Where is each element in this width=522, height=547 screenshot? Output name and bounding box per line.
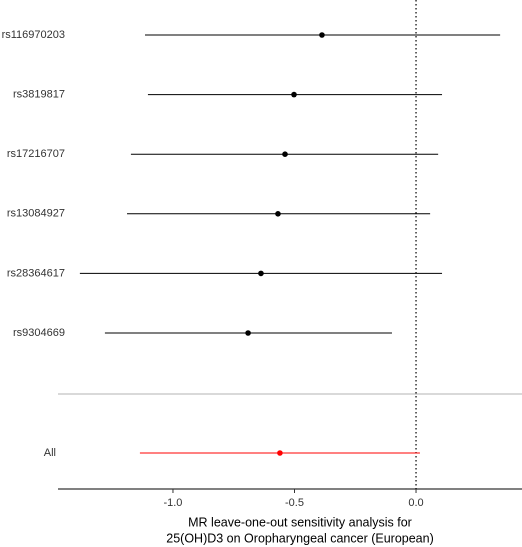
- x-tick-label: 0.0: [408, 497, 423, 509]
- point: [319, 32, 325, 38]
- y-tick-label: rs116970203: [2, 29, 65, 41]
- y-tick-label: rs9304669: [13, 327, 65, 339]
- point: [277, 450, 283, 456]
- point: [258, 270, 264, 277]
- point: [282, 151, 288, 157]
- y-tick-label: rs3819817: [13, 89, 65, 101]
- point: [275, 211, 281, 217]
- x-axis-title: MR leave-one-out sensitivity analysis fo…: [188, 515, 412, 529]
- x-tick-label: -0.5: [285, 497, 304, 509]
- y-tick-label: rs17216707: [7, 148, 65, 160]
- x-tick-label: -1.0: [163, 497, 182, 509]
- point: [291, 91, 297, 98]
- y-tick-label: rs28364617: [7, 267, 65, 279]
- y-tick-label: All: [44, 447, 56, 459]
- point: [245, 330, 251, 336]
- y-tick-label: rs13084927: [7, 208, 65, 220]
- x-axis-title: 25(OH)D3 on Oropharyngeal cancer (Europe…: [166, 531, 434, 545]
